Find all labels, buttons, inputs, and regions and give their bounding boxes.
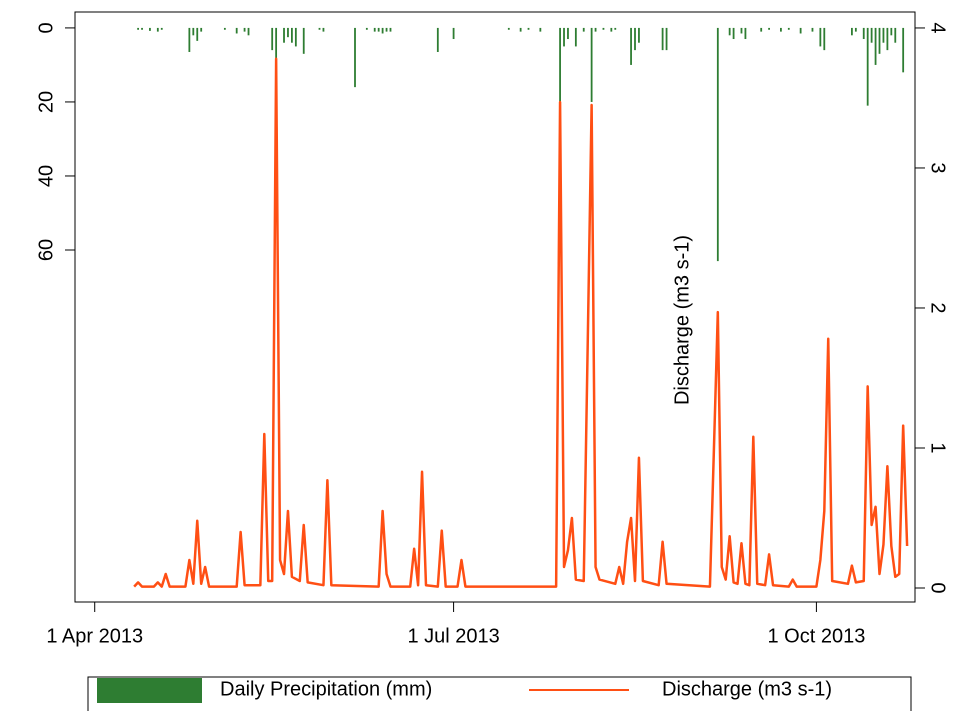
precipitation-bar <box>610 27 613 32</box>
precipitation-bar <box>732 27 735 40</box>
precipitation-bar <box>768 27 770 30</box>
precipitation-bar <box>373 27 376 32</box>
y2-tick-label: 0 <box>927 582 949 593</box>
precipitation-bar <box>436 27 439 52</box>
precipitation-bar <box>630 27 632 65</box>
precipitation-bar <box>507 27 510 30</box>
precipitation-bar <box>527 27 530 30</box>
precipitation-bar <box>567 27 569 40</box>
precipitation-bar <box>156 27 159 32</box>
precipitation-bar <box>614 27 617 30</box>
precipitation-bar <box>862 27 865 40</box>
precipitation-bar <box>235 27 238 34</box>
precipitation-bar <box>188 27 191 52</box>
precipitation-bar <box>851 27 853 36</box>
precipitation-bar <box>294 27 297 47</box>
precipitation-bar <box>823 27 826 51</box>
precipitation-bar <box>602 27 605 30</box>
precipitation-bar <box>322 27 325 32</box>
precipitation-bar <box>799 27 802 34</box>
legend-label: Discharge (m3 s-1) <box>662 678 832 700</box>
y-tick-label: 0 <box>35 22 57 33</box>
precipitation-bar <box>452 27 455 40</box>
precipitation-bar <box>716 27 719 262</box>
precipitation-bar <box>582 27 585 32</box>
precipitation-bar <box>728 27 731 36</box>
precipitation-bar <box>890 27 893 36</box>
y-tick-label: 40 <box>35 165 57 187</box>
precipitation-bar <box>886 27 889 51</box>
precipitation-bar <box>196 27 199 41</box>
precipitation-bar <box>574 27 577 47</box>
precipitation-bar <box>149 27 151 31</box>
precipitation-bar <box>539 27 542 32</box>
precipitation-bar <box>283 27 285 43</box>
precipitation-bar <box>302 27 305 54</box>
precipitation-bar <box>590 27 593 102</box>
y-tick-label: 60 <box>35 239 57 261</box>
precipitation-bar <box>870 27 873 43</box>
precipitation-bar <box>318 27 321 30</box>
precipitation-bar <box>381 27 384 34</box>
x-tick-label: 1 Apr 2013 <box>46 625 143 647</box>
precipitation-bar <box>389 27 392 32</box>
precipitation-bar <box>744 27 747 40</box>
y2-tick-label: 2 <box>927 302 949 313</box>
precipitation-bar <box>243 27 246 32</box>
precipitation-bar <box>192 27 195 36</box>
precipitation-bar <box>354 27 356 88</box>
precipitation-bar <box>638 27 640 43</box>
precipitation-bar <box>385 27 388 32</box>
precipitation-bar <box>866 27 869 106</box>
precipitation-bar <box>811 27 814 32</box>
precipitation-bar <box>200 27 203 32</box>
precipitation-bar <box>874 27 877 65</box>
legend-label: Daily Precipitation (mm) <box>220 678 432 700</box>
precipitation-bar <box>902 27 905 73</box>
x-tick-label: 1 Jul 2013 <box>407 625 499 647</box>
precipitation-bar <box>894 27 897 43</box>
y-tick-label: 20 <box>35 91 57 113</box>
legend-box <box>87 676 912 716</box>
precipitation-bar <box>740 27 743 34</box>
legend-swatch <box>97 678 202 703</box>
x-tick-label: 1 Oct 2013 <box>767 625 865 647</box>
precipitation-bar <box>519 27 522 32</box>
precipitation-bar <box>377 27 380 32</box>
precipitation-bar <box>878 27 881 54</box>
y2-tick-label: 3 <box>927 162 949 173</box>
precipitation-bar <box>365 27 368 30</box>
y2-axis-label: Discharge (m3 s-1) <box>671 235 693 405</box>
precipitation-bar <box>287 27 289 38</box>
precipitation-bar <box>665 27 668 51</box>
precipitation-bar <box>819 27 822 47</box>
precipitation-bar <box>223 27 226 30</box>
precipitation-bar <box>634 27 636 51</box>
precipitation-bar <box>563 27 565 47</box>
precipitation-bar <box>160 27 163 30</box>
precipitation-bar <box>291 27 293 43</box>
precipitation-bar <box>882 27 885 43</box>
y2-tick-label: 4 <box>927 22 949 33</box>
precipitation-bar <box>137 27 139 30</box>
y2-tick-label: 1 <box>927 442 949 453</box>
precipitation-bar <box>787 27 790 30</box>
precipitation-bar <box>141 27 143 30</box>
precipitation-bar <box>661 27 664 51</box>
precipitation-bar <box>594 27 597 32</box>
precipitation-bar <box>780 27 782 32</box>
precipitation-bar <box>247 27 250 36</box>
discharge-line <box>133 57 909 588</box>
precipitation-bar <box>271 27 274 51</box>
precipitation-bar <box>760 27 763 32</box>
precipitation-bar <box>854 27 857 32</box>
plot-frame <box>74 11 916 603</box>
